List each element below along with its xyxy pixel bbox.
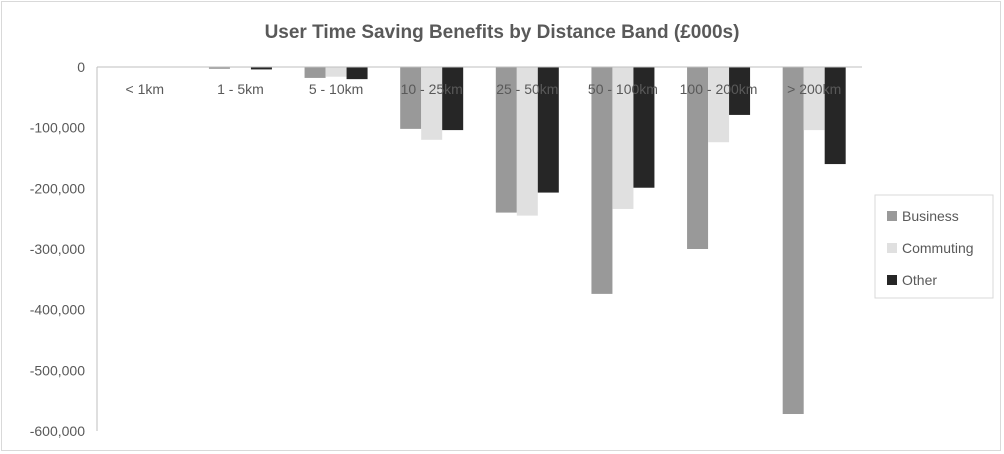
bar-business (304, 67, 326, 78)
legend-label: Commuting (902, 240, 974, 256)
x-tick-label: > 200km (787, 81, 841, 97)
legend-swatch (887, 275, 897, 285)
bar-other (633, 67, 655, 188)
bar-other (442, 67, 464, 131)
y-tick-label: -400,000 (30, 302, 85, 318)
x-tick-label: 5 - 10km (309, 81, 363, 97)
y-tick-label: 0 (77, 59, 85, 75)
y-tick-label: -100,000 (30, 120, 85, 136)
x-tick-label: < 1km (126, 81, 165, 97)
legend-swatch (887, 211, 897, 221)
bar-business (591, 67, 613, 294)
bar-other (250, 67, 272, 70)
bar-commuting (612, 67, 634, 209)
chart-title: User Time Saving Benefits by Distance Ba… (265, 22, 740, 43)
legend-swatch (887, 243, 897, 253)
bar-business (495, 67, 517, 213)
bar-other (537, 67, 559, 193)
y-tick-label: -200,000 (30, 180, 85, 196)
y-tick-label: -300,000 (30, 241, 85, 257)
x-tick-label: 10 - 25km (401, 81, 463, 97)
x-tick-label: 100 - 200km (680, 81, 758, 97)
bar-business (782, 67, 804, 415)
bar-commuting (421, 67, 443, 140)
bar-business (208, 67, 230, 69)
y-tick-label: -500,000 (30, 362, 85, 378)
bar-commuting (325, 67, 347, 77)
x-tick-label: 1 - 5km (217, 81, 264, 97)
bar-other (824, 67, 846, 165)
x-tick-label: 50 - 100km (588, 81, 658, 97)
bar-business (687, 67, 709, 249)
bar-commuting (708, 67, 730, 143)
bar-commuting (516, 67, 538, 216)
bar-business (400, 67, 422, 129)
bar-other (346, 67, 368, 80)
y-tick-label: -600,000 (30, 423, 85, 439)
bar-commuting (803, 67, 825, 131)
x-tick-label: 25 - 50km (496, 81, 558, 97)
legend-label: Business (902, 208, 959, 224)
bar-other (729, 67, 751, 115)
legend-label: Other (902, 272, 937, 288)
